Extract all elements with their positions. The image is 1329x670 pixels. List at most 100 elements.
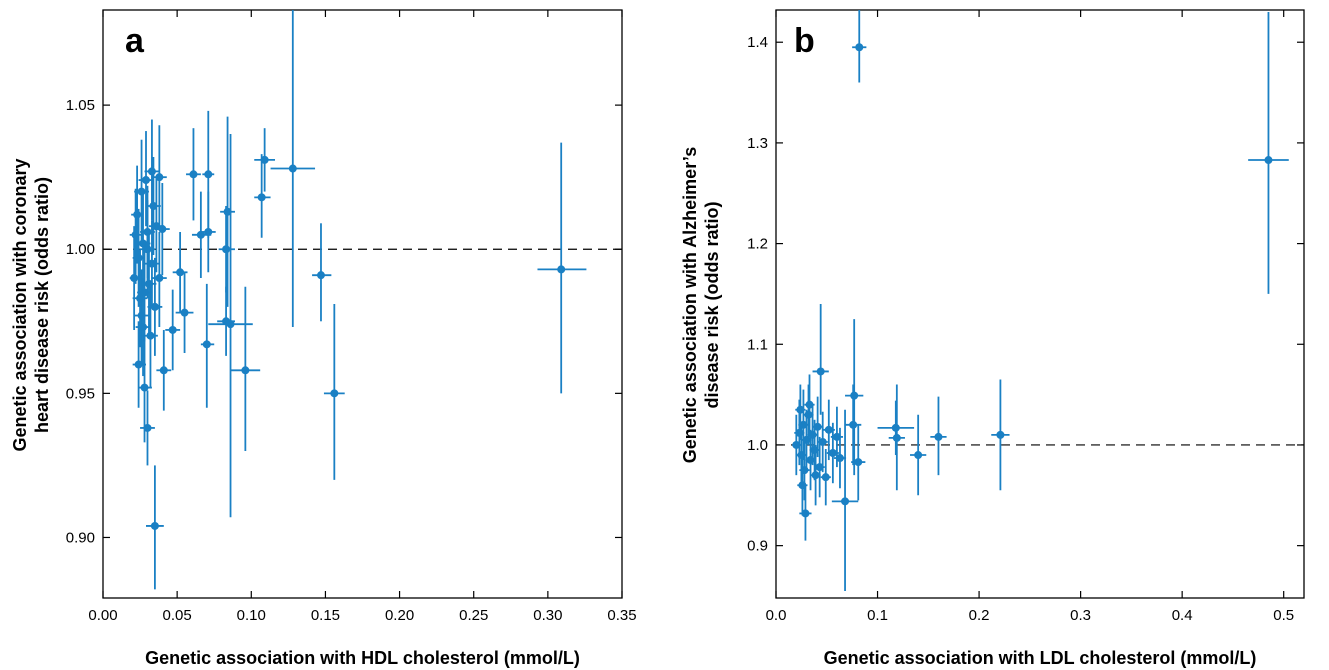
- x-axis-title: Genetic association with HDL cholesterol…: [145, 648, 580, 668]
- point-marker: [147, 259, 156, 268]
- point-marker: [316, 271, 325, 280]
- point-marker: [143, 245, 152, 254]
- x-tick-label: 0.4: [1172, 607, 1193, 624]
- y-tick-label: 1.0: [747, 437, 768, 454]
- point-marker: [168, 325, 177, 334]
- data-point: [833, 427, 847, 489]
- point-marker: [196, 230, 205, 239]
- data-point: [991, 379, 1010, 491]
- data-point: [812, 304, 829, 415]
- data-point: [930, 396, 947, 476]
- point-marker: [143, 423, 152, 432]
- point-marker: [804, 410, 813, 419]
- point-marker: [798, 481, 807, 490]
- point-marker: [805, 400, 814, 409]
- point-marker: [150, 302, 159, 311]
- point-marker: [130, 274, 139, 283]
- data-point: [822, 399, 835, 461]
- data-point: [220, 116, 235, 307]
- data-points: [792, 10, 1289, 591]
- point-marker: [223, 207, 232, 216]
- y-tick-label: 0.90: [66, 529, 95, 546]
- plot-frame: [102, 9, 623, 599]
- data-point: [151, 125, 167, 227]
- point-marker: [824, 425, 833, 434]
- point-marker: [813, 422, 822, 431]
- point-marker: [149, 202, 158, 210]
- data-point: [140, 200, 155, 299]
- point-marker: [131, 230, 140, 239]
- point-marker: [855, 43, 864, 52]
- data-point: [851, 424, 866, 501]
- data-point: [217, 286, 235, 356]
- data-point: [799, 485, 812, 541]
- x-tick-label: 0.05: [163, 607, 192, 624]
- data-point: [312, 223, 332, 322]
- x-axis-title: Genetic association with LDL cholesterol…: [824, 648, 1257, 668]
- point-marker: [159, 366, 168, 375]
- y-axis-title-line: heart disease risk (odds ratio): [32, 177, 52, 433]
- point-marker: [257, 193, 266, 202]
- point-marker: [835, 454, 844, 463]
- y-tick-label: 1.4: [747, 34, 768, 51]
- y-tick-label: 1.05: [66, 97, 95, 114]
- y-tick-label: 0.9: [747, 538, 768, 555]
- point-marker: [796, 405, 805, 414]
- data-point: [138, 131, 154, 227]
- point-marker: [137, 187, 146, 196]
- data-point: [831, 409, 859, 591]
- data-point: [888, 384, 905, 491]
- point-marker: [816, 367, 825, 376]
- point-marker: [841, 497, 850, 506]
- data-point: [191, 191, 212, 279]
- data-point: [186, 128, 201, 221]
- point-marker: [934, 432, 943, 441]
- data-points: [129, 10, 587, 590]
- x-tick-label: 0.25: [459, 607, 488, 624]
- data-point: [132, 249, 148, 348]
- data-point: [817, 411, 828, 473]
- point-marker: [815, 463, 824, 472]
- y-tick-label: 1.3: [747, 135, 768, 152]
- data-point: [218, 206, 235, 293]
- data-point: [792, 414, 801, 476]
- y-tick-label: 1.00: [66, 241, 95, 258]
- x-tick-label: 0.5: [1273, 607, 1294, 624]
- x-tick-label: 0.3: [1070, 607, 1091, 624]
- data-point: [845, 319, 864, 476]
- point-marker: [799, 420, 808, 429]
- x-tick-label: 0.00: [88, 607, 117, 624]
- x-tick-label: 0.10: [237, 607, 266, 624]
- point-marker: [828, 449, 837, 458]
- point-marker: [854, 458, 863, 467]
- point-marker: [850, 391, 859, 400]
- point-marker: [891, 423, 900, 432]
- data-point: [270, 10, 316, 328]
- point-marker: [241, 366, 250, 375]
- point-marker: [996, 430, 1005, 439]
- panel-label: a: [125, 22, 145, 60]
- point-marker: [150, 521, 159, 530]
- point-marker: [288, 164, 297, 173]
- data-point: [910, 414, 927, 496]
- data-point: [151, 231, 167, 328]
- panel-b: 0.0 0.1 0.2 0.3 0.4 0.5 0.9 1.0 1.1 1.2 1.3 1.4 b Gen…: [680, 9, 1305, 668]
- data-point: [146, 157, 161, 255]
- x-tick-label: 0.30: [533, 607, 562, 624]
- data-point: [877, 400, 915, 456]
- point-marker: [832, 432, 841, 441]
- point-marker: [849, 420, 858, 429]
- point-marker: [189, 170, 198, 179]
- point-marker: [914, 451, 923, 460]
- data-point: [820, 448, 831, 506]
- point-marker: [136, 294, 145, 303]
- data-point: [165, 289, 181, 371]
- x-tick-label: 0.0: [766, 607, 787, 624]
- data-point: [812, 396, 823, 458]
- y-axis-title-line: disease risk (odds ratio): [702, 201, 722, 408]
- point-marker: [811, 471, 820, 480]
- data-point: [810, 444, 821, 506]
- x-tick-label: 0.1: [867, 607, 888, 624]
- point-marker: [139, 323, 148, 332]
